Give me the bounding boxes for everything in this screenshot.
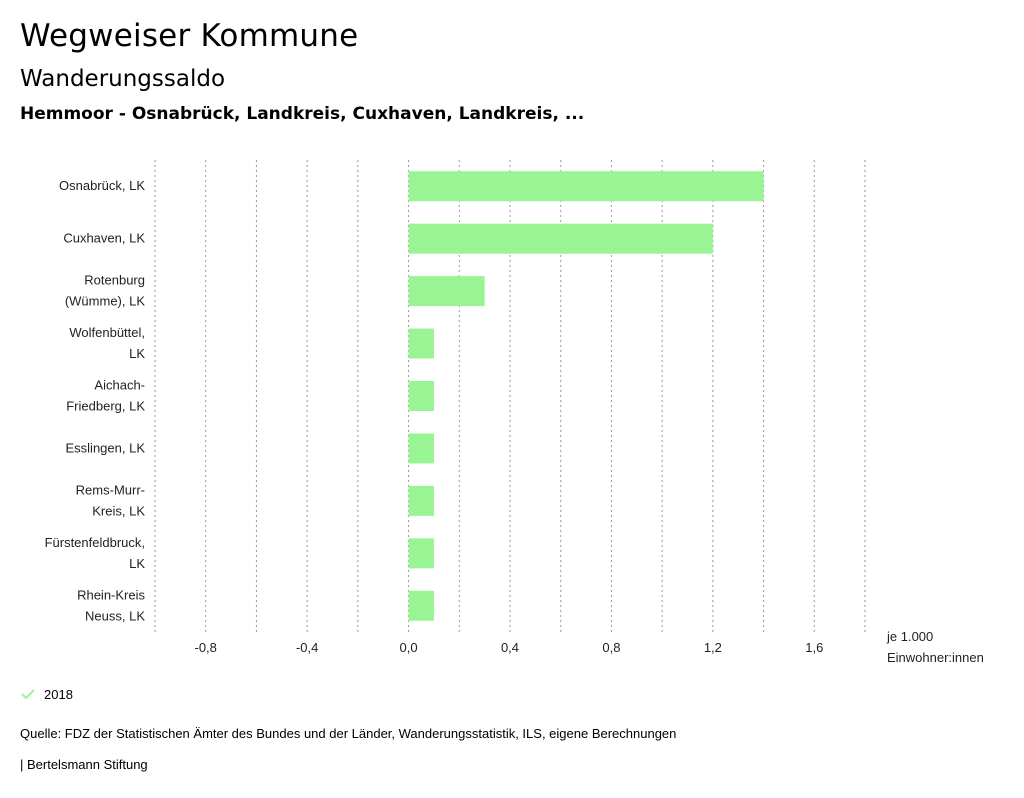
source-note: Quelle: FDZ der Statistischen Ämter des … — [20, 726, 677, 741]
category-label: Wolfenbüttel, LK — [69, 325, 145, 361]
bar — [408, 381, 434, 411]
bar — [408, 328, 434, 359]
page-title: Wegweiser Kommune — [20, 18, 359, 54]
category-label: Cuxhaven, LK — [63, 231, 145, 246]
bar — [408, 433, 434, 464]
x-tick-label: 1,2 — [704, 640, 722, 655]
chart-subtitle: Wanderungssaldo — [20, 66, 226, 92]
bar — [408, 171, 764, 202]
credit-note: | Bertelsmann Stiftung — [20, 757, 148, 772]
x-tick-label: 1,6 — [805, 640, 823, 655]
legend[interactable]: 2018 — [20, 686, 73, 702]
check-icon[interactable] — [20, 686, 36, 702]
category-label: Rhein-Kreis Neuss, LK — [77, 587, 145, 623]
category-label: Rotenburg (Wümme), LK — [65, 273, 146, 309]
x-tick-label: -0,8 — [195, 640, 217, 655]
category-label: Aichach-Friedberg, LK — [66, 378, 145, 414]
x-tick-label: 0,8 — [602, 640, 620, 655]
x-tick-label: 0,0 — [400, 640, 418, 655]
category-label: Rems-Murr-Kreis, LK — [76, 482, 146, 518]
bar — [408, 223, 713, 254]
legend-label: 2018 — [44, 686, 73, 702]
bar — [408, 485, 434, 516]
unit-label: je 1.000 Einwohner:innen — [886, 629, 984, 665]
bar-chart: Osnabrück, LK Cuxhaven, LK Rotenburg (Wümme… — [45, 160, 984, 665]
bar — [408, 276, 485, 307]
x-tick-label: -0,4 — [296, 640, 318, 655]
category-label: Esslingen, LK — [66, 440, 146, 455]
category-label: Fürstenfeldbruck, LK — [45, 535, 146, 571]
bar — [408, 538, 434, 569]
bar — [408, 590, 434, 621]
x-tick-label: 0,4 — [501, 640, 519, 655]
region-selection: Hemmoor - Osnabrück, Landkreis, Cuxhaven… — [20, 104, 585, 124]
category-label: Osnabrück, LK — [59, 178, 145, 193]
